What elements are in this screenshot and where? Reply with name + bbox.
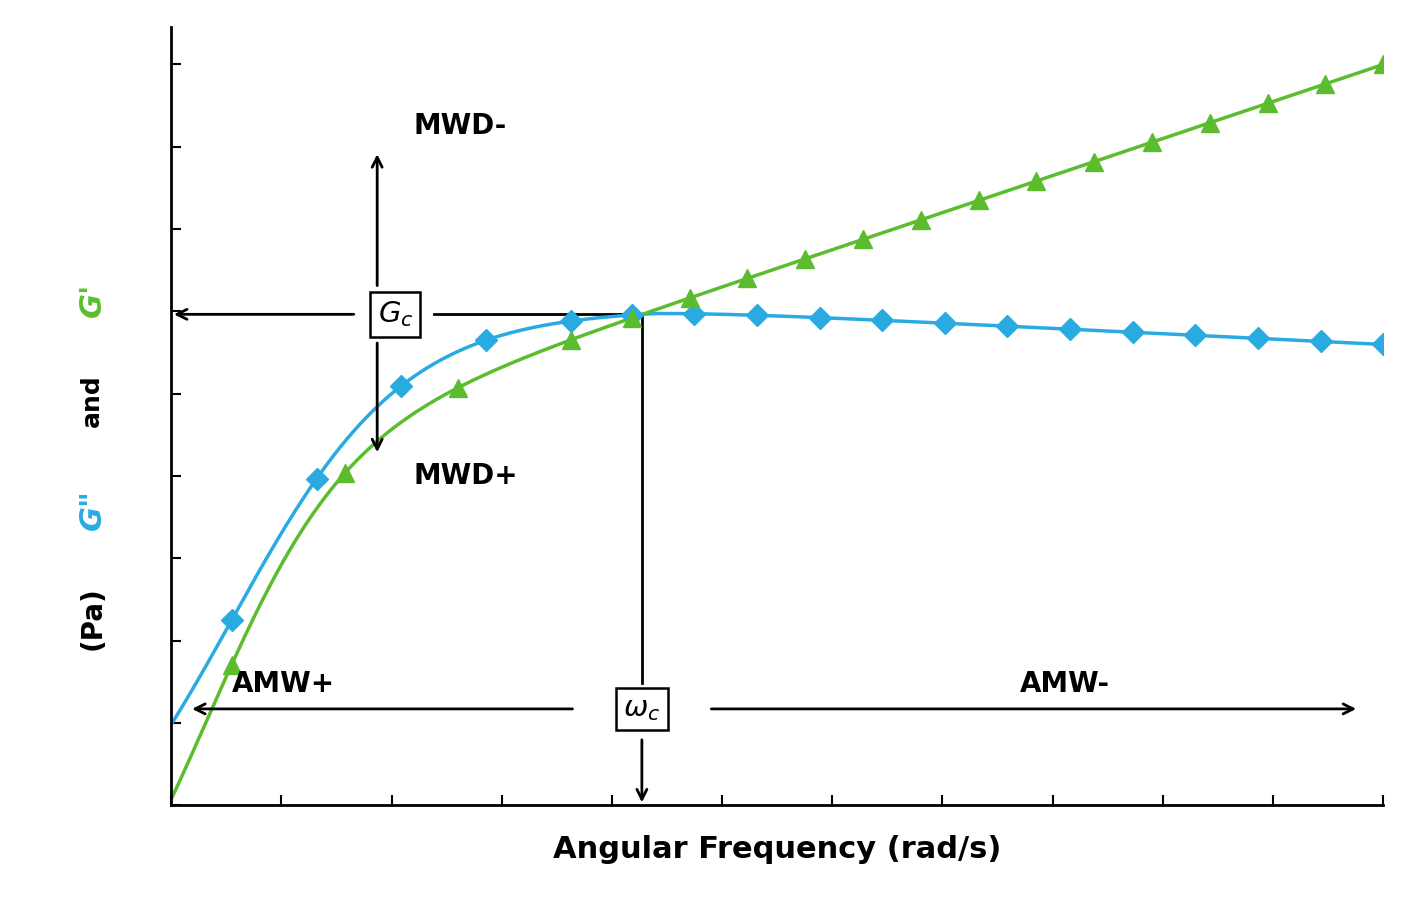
Text: G": G" <box>78 490 107 530</box>
Text: MWD-: MWD- <box>414 113 506 140</box>
Text: and: and <box>80 374 104 427</box>
Text: AMW+: AMW+ <box>231 670 335 698</box>
X-axis label: Angular Frequency (rad/s): Angular Frequency (rad/s) <box>553 835 1001 864</box>
Text: $G_c$: $G_c$ <box>378 299 414 329</box>
Text: G': G' <box>78 283 107 317</box>
Text: MWD+: MWD+ <box>414 462 518 490</box>
Text: $\omega_c$: $\omega_c$ <box>623 694 660 723</box>
Text: (Pa): (Pa) <box>78 587 107 651</box>
Text: AMW-: AMW- <box>1020 670 1109 698</box>
